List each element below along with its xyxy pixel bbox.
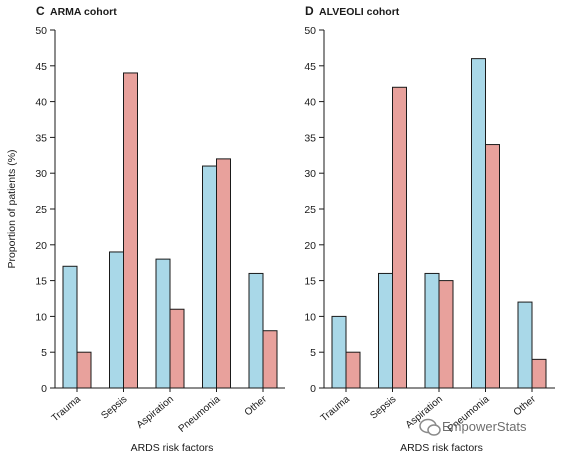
panel-c: C ARMA cohort 0 5 10 15 20 25 30 35 40 45 50 Proporti… bbox=[6, 4, 285, 454]
x-axis-label: ARDS risk factors bbox=[131, 442, 214, 454]
y-tick-label: 0 bbox=[41, 383, 47, 395]
bar-other-series-1 bbox=[248, 272, 264, 389]
y-tick-label: 0 bbox=[310, 383, 316, 395]
y-tick-label: 15 bbox=[35, 276, 47, 288]
watermark-text: EmpowerStats bbox=[442, 419, 527, 434]
bar-sepsis-series-1 bbox=[378, 272, 393, 389]
bar-pneumonia-series-2 bbox=[216, 158, 231, 389]
bar-sepsis-series-2 bbox=[392, 86, 407, 389]
panel-title: ALVEOLI cohort bbox=[319, 6, 400, 18]
bar-trauma-series-1 bbox=[62, 265, 78, 389]
y-tick-label: 30 bbox=[304, 168, 316, 180]
bar-aspiration-series-1 bbox=[424, 272, 440, 389]
bar-other-series-2 bbox=[262, 330, 278, 389]
y-tick-label: 45 bbox=[304, 61, 316, 73]
bar-other-series-2 bbox=[531, 358, 547, 389]
x-tick-label: Aspiration bbox=[135, 394, 176, 431]
y-tick-label: 35 bbox=[304, 132, 316, 144]
chat-bubble-icon bbox=[419, 418, 441, 436]
bar-trauma-series-2 bbox=[76, 351, 92, 389]
x-axis-label: ARDS risk factors bbox=[400, 442, 483, 454]
bar-trauma-series-1 bbox=[331, 315, 347, 389]
panel-letter: D bbox=[305, 4, 314, 18]
panel-d: D ALVEOLI cohort 0 5 10 15 20 25 30 35 40 45 50 Traum… bbox=[304, 4, 555, 454]
panel-title: ARMA cohort bbox=[50, 6, 117, 18]
y-axis-label: Proportion of patients (%) bbox=[6, 149, 18, 268]
bar-sepsis-series-2 bbox=[123, 72, 138, 389]
bar-aspiration-series-2 bbox=[169, 308, 185, 389]
y-tick-label: 45 bbox=[35, 61, 47, 73]
y-tick-label: 35 bbox=[35, 132, 47, 144]
x-tick-label: Sepsis bbox=[99, 394, 129, 422]
x-tick-label: Pneumonia bbox=[177, 394, 223, 435]
y-tick-label: 50 bbox=[35, 25, 47, 37]
bar-pneumonia-series-2 bbox=[485, 144, 500, 389]
y-tick-label: 40 bbox=[35, 97, 47, 109]
x-tick-label: Aspiration bbox=[404, 394, 445, 431]
x-tick-label: Trauma bbox=[50, 394, 84, 425]
y-tick-label: 50 bbox=[304, 25, 316, 37]
bar-pneumonia-series-1 bbox=[202, 165, 217, 389]
bar-aspiration-series-1 bbox=[155, 258, 171, 389]
x-tick-label: Other bbox=[512, 393, 539, 418]
y-tick-label: 5 bbox=[310, 347, 316, 359]
y-tick-label: 20 bbox=[35, 240, 47, 252]
bar-pneumonia-series-1 bbox=[471, 58, 486, 389]
bar-aspiration-series-2 bbox=[438, 280, 454, 389]
bar-trauma-series-2 bbox=[345, 351, 361, 389]
watermark: EmpowerStats bbox=[419, 418, 527, 436]
x-tick-label: Trauma bbox=[319, 394, 353, 425]
bar-sepsis-series-1 bbox=[109, 251, 124, 389]
y-tick-label: 10 bbox=[35, 311, 47, 323]
y-tick-label: 5 bbox=[41, 347, 47, 359]
bar-other-series-1 bbox=[517, 301, 533, 389]
x-tick-label: Sepsis bbox=[368, 394, 398, 422]
y-tick-label: 20 bbox=[304, 240, 316, 252]
y-tick-label: 10 bbox=[304, 311, 316, 323]
y-tick-label: 25 bbox=[35, 204, 47, 216]
panel-letter: C bbox=[36, 4, 45, 18]
x-tick-label: Other bbox=[243, 393, 270, 418]
y-tick-label: 40 bbox=[304, 97, 316, 109]
y-tick-label: 30 bbox=[35, 168, 47, 180]
y-tick-label: 15 bbox=[304, 276, 316, 288]
y-tick-label: 25 bbox=[304, 204, 316, 216]
